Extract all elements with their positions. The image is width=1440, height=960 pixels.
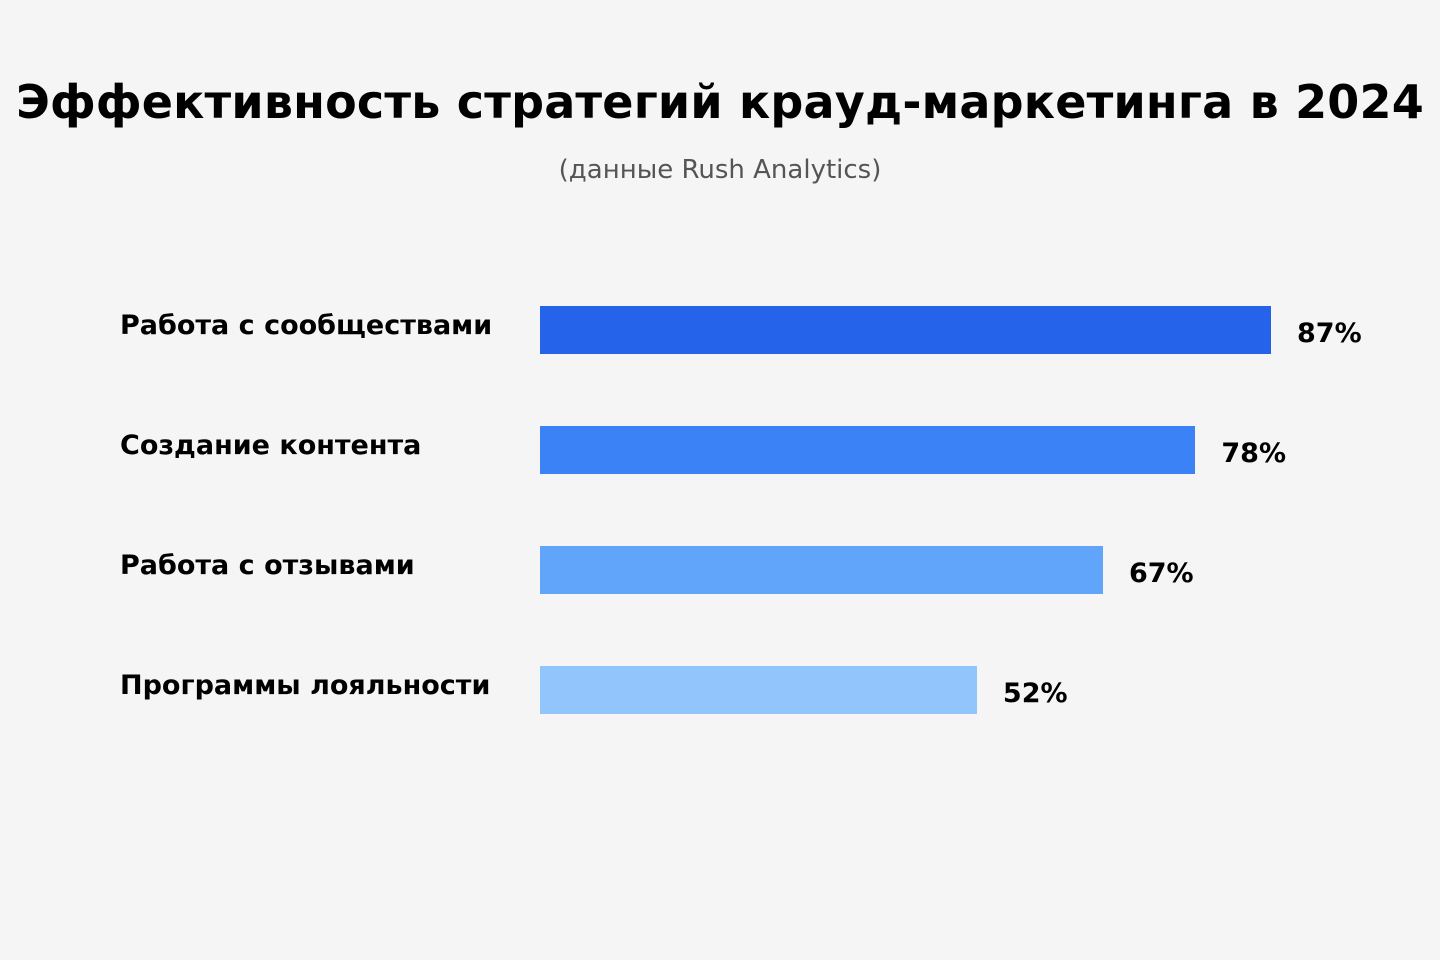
category-label: Программы лояльности: [120, 670, 491, 701]
chart-title: Эффективность стратегий крауд-маркетинга…: [16, 75, 1424, 129]
category-label: Работа с отзывами: [120, 550, 415, 581]
bar: [540, 546, 1103, 594]
bar: [540, 426, 1196, 474]
value-label: 67%: [1128, 558, 1194, 589]
bar-row: Программы лояльности 52%: [0, 666, 1440, 714]
bar: [540, 666, 977, 714]
bar-row: Создание контента 78%: [0, 426, 1440, 474]
bar: [540, 306, 1271, 354]
chart-subtitle: (данные Rush Analytics): [558, 155, 882, 185]
value-label: 78%: [1221, 438, 1287, 469]
category-label: Создание контента: [120, 430, 422, 461]
value-label: 52%: [1002, 678, 1068, 709]
value-label: 87%: [1297, 318, 1362, 349]
bar-row: Работа с сообществами 87%: [0, 306, 1440, 354]
category-label: Работа с сообществами: [120, 310, 493, 341]
bar-row: Работа с отзывами 67%: [0, 546, 1440, 594]
